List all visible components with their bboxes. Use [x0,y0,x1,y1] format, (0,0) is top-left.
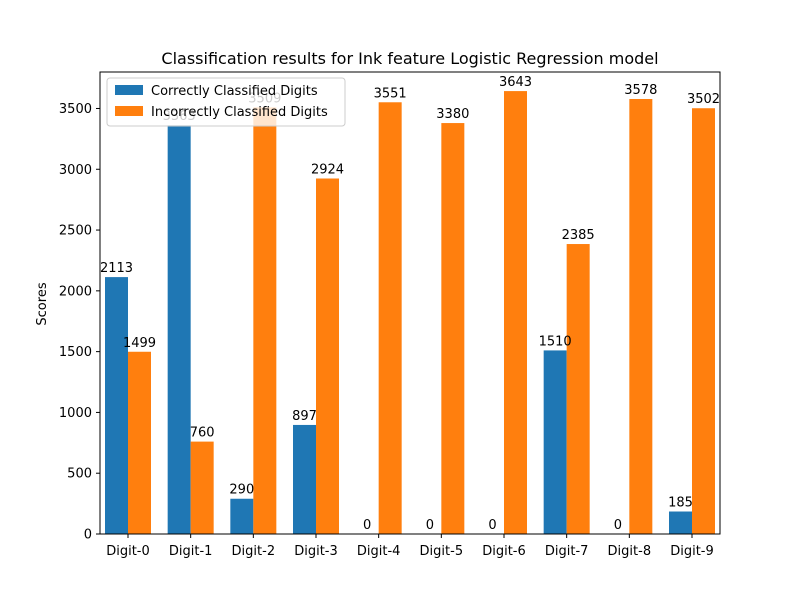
bar-incorrect-digit-6 [504,91,527,535]
bar-correct-digit-2 [230,498,254,534]
x-tick-label: Digit-6 [482,544,526,559]
x-tick-label: Digit-1 [169,544,213,559]
legend-swatch [115,106,143,116]
bar-incorrect-digit-3 [316,178,339,534]
bar-value-label: 290 [229,483,254,498]
legend: Correctly Classified Digits Incorrectly C… [106,77,346,127]
bar-value-label: 897 [292,409,317,424]
bar-value-label: 1510 [539,334,572,349]
x-tick-label: Digit-8 [608,544,652,559]
bar-value-label: 2113 [100,261,133,276]
x-tick-label: Digit-5 [420,544,464,559]
y-tick-label: 1000 [59,406,92,421]
y-tick-label: 2500 [59,224,92,239]
legend-label: Correctly Classified Digits [151,84,318,99]
bar-correct-digit-9 [669,511,692,534]
bar-incorrect-digit-2 [253,107,277,535]
bar-value-label: 185 [668,496,693,511]
bars-layer [105,91,715,535]
y-tick-label: 3500 [59,102,92,117]
y-tick-label: 1500 [59,345,92,360]
bar-value-label: 2924 [311,163,344,178]
x-tick-label: Digit-3 [294,544,338,559]
x-tick-label: Digit-7 [545,544,589,559]
x-tick-label: Digit-0 [106,544,150,559]
bar-value-label: 2385 [562,228,595,243]
bar-value-label: 3502 [687,92,720,107]
y-axis-title: Scores [35,282,50,325]
bar-incorrect-digit-9 [692,108,715,534]
bar-value-label: 3551 [374,86,407,101]
x-tick-label: Digit-4 [357,544,401,559]
bar-value-label: 3380 [436,107,469,122]
bar-correct-digit-3 [293,424,316,534]
x-tick-label: Digit-2 [232,544,276,559]
bar-value-label: 0 [426,518,434,533]
bar-incorrect-digit-5 [441,123,465,534]
bar-incorrect-digit-1 [190,441,214,534]
bar-value-label: 760 [190,426,215,441]
y-tick-label: 2000 [59,284,92,299]
bar-correct-digit-7 [543,350,567,534]
y-tick-label: 500 [67,467,92,482]
legend-swatch [115,85,143,95]
bar-value-label: 0 [614,518,622,533]
bar-incorrect-digit-8 [629,98,653,534]
legend-label: Incorrectly Classified Digits [151,105,328,120]
bar-value-label: 0 [488,518,496,533]
legend-box [106,77,346,127]
bar-value-label: 3578 [624,83,657,98]
y-tick-label: 3000 [59,163,92,178]
bar-value-label: 3643 [499,75,532,90]
x-tick-label: Digit-9 [670,544,714,559]
axes-layer: 0 500 1000 1500 2000 2500 3000 3500 Digit-0 Digit… [59,71,721,559]
chart-title: Classification results for Ink feature L… [161,49,658,68]
y-tick-label: 0 [84,528,92,543]
bar-incorrect-digit-0 [128,351,151,534]
bar-incorrect-digit-7 [566,244,590,534]
bar-incorrect-digit-4 [378,102,402,534]
bar-value-label: 1499 [123,336,156,351]
bar-labels-layer: 2113336329089700015100185149976035092924… [100,75,720,533]
plot-frame [99,71,721,535]
bar-correct-digit-1 [167,125,191,534]
bar-correct-digit-0 [105,277,128,534]
bar-value-label: 0 [363,518,371,533]
